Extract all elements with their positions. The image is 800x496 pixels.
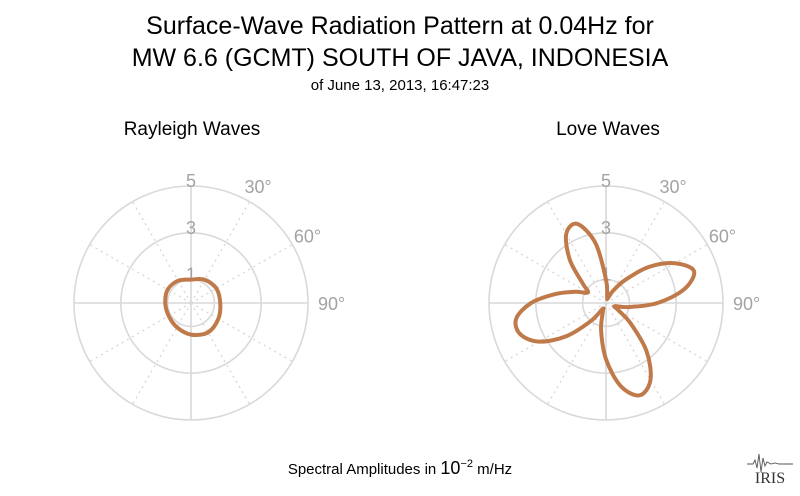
angle-tick-label: 30° [245, 177, 272, 197]
grid-spoke [546, 201, 607, 304]
radial-tick-label: 3 [186, 218, 196, 238]
grid-spoke [190, 302, 293, 363]
radial-tick-label: 5 [186, 171, 196, 191]
grid-spoke [89, 243, 192, 304]
angle-tick-label: 60° [294, 227, 321, 247]
units-exponent: −2 [460, 458, 473, 470]
angle-tick-label: 90° [733, 294, 760, 314]
radial-tick-label: 1 [186, 265, 196, 285]
grid-spoke [546, 302, 607, 405]
radiation-pattern-curve [163, 276, 223, 337]
grid-spoke [190, 201, 251, 304]
units-prefix: Spectral Amplitudes in [287, 461, 441, 478]
radial-tick-label: 5 [601, 171, 611, 191]
angle-tick-label: 30° [660, 177, 687, 197]
grid-spoke [190, 302, 251, 405]
chart-subtitle: of June 13, 2013, 16:47:23 [310, 77, 490, 94]
angle-tick-label: 90° [318, 294, 345, 314]
units-suffix: m/Hz [472, 461, 513, 478]
units-base: 10 [440, 458, 461, 478]
seismogram-trace [747, 453, 793, 473]
grid-spoke [605, 302, 666, 405]
rayleigh-polar-plot: 1 3 5 30° 60° 90° [73, 171, 345, 421]
love-panel-title: Love Waves [556, 119, 660, 140]
iris-logo-text: IRIS [755, 470, 785, 487]
grid-spoke [605, 243, 708, 304]
grid-spoke [131, 201, 192, 304]
grid-spoke [131, 302, 192, 405]
radial-tick-label: 3 [601, 218, 611, 238]
grid-spoke [89, 302, 192, 363]
grid-spoke [190, 243, 293, 304]
iris-logo: IRIS [747, 453, 793, 487]
radiation-pattern-curve [513, 221, 697, 398]
chart-title-line1: Surface-Wave Radiation Pattern at 0.04Hz… [146, 12, 654, 40]
angle-tick-label: 60° [709, 227, 736, 247]
grid-spoke [504, 302, 607, 363]
chart-title-line2: MW 6.6 (GCMT) SOUTH OF JAVA, INDONESIA [131, 44, 669, 72]
rayleigh-panel-title: Rayleigh Waves [123, 119, 261, 140]
axis-units-label: Spectral Amplitudes in 10−2 m/Hz [0, 452, 800, 482]
love-polar-plot: 135 30°60°90° [488, 171, 760, 421]
